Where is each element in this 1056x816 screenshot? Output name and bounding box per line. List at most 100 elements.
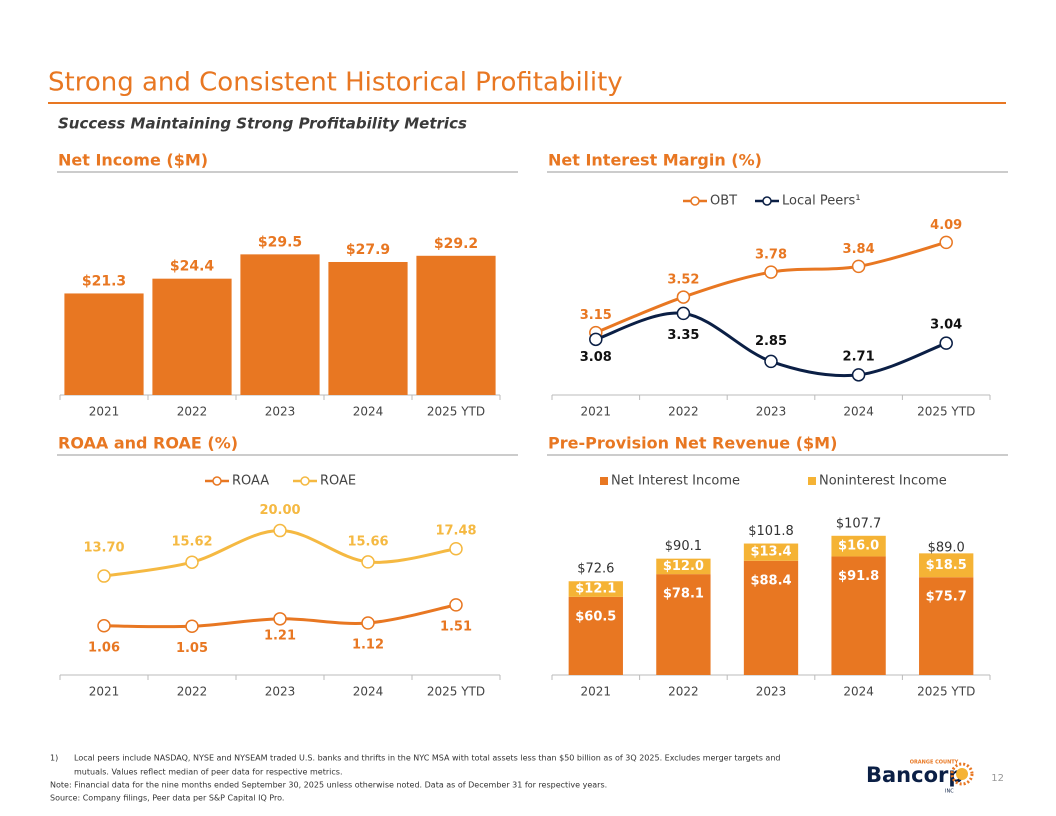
- x-tick-label: 2024: [843, 405, 874, 419]
- value-label: $16.0: [838, 539, 879, 554]
- value-label: 3.78: [755, 248, 787, 263]
- point: [676, 290, 691, 304]
- value-label: $29.2: [434, 236, 478, 252]
- logo-suffix: INC: [945, 789, 954, 795]
- point: [851, 259, 866, 274]
- bar: [152, 278, 232, 395]
- value-label: 3.04: [930, 318, 962, 333]
- value-label: 13.70: [83, 541, 124, 556]
- value-label: 3.15: [580, 308, 612, 323]
- value-label: 3.52: [667, 273, 699, 288]
- value-label: $91.8: [838, 569, 879, 584]
- total-label: $72.6: [577, 562, 614, 577]
- bar-segment: [743, 560, 799, 675]
- total-label: $101.8: [748, 524, 794, 539]
- logo-top: ORANGE COUNTY: [910, 760, 959, 766]
- chart-title: Net Income ($M): [58, 151, 208, 170]
- point: [97, 619, 111, 633]
- x-tick-label: 2025 YTD: [917, 685, 975, 699]
- bar-segment: [919, 553, 974, 578]
- value-label: $21.3: [82, 273, 126, 289]
- value-label: $29.5: [258, 234, 302, 250]
- value-label: $18.5: [926, 558, 967, 573]
- legend-label: Local Peers¹: [782, 194, 861, 209]
- legend-label: Net Interest Income: [611, 474, 740, 489]
- bar-segment: [831, 535, 886, 557]
- point: [273, 523, 287, 538]
- value-label: $13.4: [750, 545, 791, 560]
- value-label: 2.85: [755, 334, 787, 349]
- point: [185, 619, 199, 633]
- logo-sun: [956, 768, 968, 780]
- legend-label: OBT: [710, 194, 737, 209]
- slide-title: Strong and Consistent Historical Profita…: [48, 68, 623, 98]
- value-label: $78.1: [663, 587, 704, 602]
- x-tick-label: 2023: [756, 685, 787, 699]
- x-tick-label: 2022: [668, 405, 699, 419]
- value-label: 4.09: [930, 218, 962, 233]
- legend-label: ROAE: [320, 474, 356, 489]
- footnote: Note: Financial data for the nine months…: [50, 781, 607, 790]
- x-tick-label: 2022: [177, 405, 208, 419]
- x-tick-label: 2022: [177, 685, 208, 699]
- subtitle: Success Maintaining Strong Profitability…: [58, 115, 467, 133]
- bar: [416, 255, 496, 395]
- value-label: 1.12: [352, 638, 384, 653]
- x-tick-label: 2025 YTD: [427, 405, 485, 419]
- point: [764, 265, 778, 279]
- footnote: 1): [50, 754, 58, 763]
- point: [449, 542, 463, 556]
- x-tick-label: 2025 YTD: [427, 685, 485, 699]
- point: [939, 336, 953, 350]
- value-label: 15.66: [347, 534, 388, 549]
- point: [273, 612, 287, 626]
- point: [185, 555, 199, 569]
- total-label: $89.0: [928, 541, 965, 556]
- chart-title: ROAA and ROAE (%): [58, 434, 238, 453]
- point: [97, 569, 111, 583]
- logo: ORANGE COUNTY Bancorp INC: [866, 760, 974, 795]
- value-label: 1.21: [264, 628, 296, 643]
- x-tick-label: 2023: [265, 405, 296, 419]
- bar: [328, 261, 408, 395]
- value-label: $12.1: [575, 582, 616, 597]
- x-tick-label: 2024: [353, 685, 384, 699]
- value-label: 20.00: [259, 503, 300, 518]
- x-tick-label: 2023: [265, 685, 296, 699]
- point: [449, 598, 463, 612]
- legend-label: Noninterest Income: [819, 474, 947, 489]
- bar-segment: [568, 581, 623, 597]
- value-label: 1.06: [88, 640, 120, 655]
- legend-marker: [762, 196, 772, 206]
- value-label: 1.51: [440, 619, 472, 634]
- legend-swatch: [600, 477, 608, 485]
- line: [103, 529, 457, 578]
- bar-segment: [656, 558, 711, 575]
- page-number: 12: [991, 773, 1004, 784]
- legend-swatch: [808, 477, 816, 485]
- legend-marker: [690, 196, 700, 206]
- x-tick-label: 2021: [581, 685, 612, 699]
- point: [589, 332, 603, 347]
- x-tick-label: 2024: [353, 405, 384, 419]
- chart-title: Net Interest Margin (%): [548, 151, 762, 170]
- bar-segment: [743, 543, 799, 561]
- logo-rays: [950, 762, 974, 786]
- value-label: $27.9: [346, 242, 390, 258]
- legend-marker: [212, 476, 222, 486]
- x-tick-label: 2021: [89, 685, 120, 699]
- footnote: mutuals. Values reflect median of peer d…: [74, 768, 342, 777]
- bar: [64, 293, 144, 395]
- total-label: $90.1: [665, 539, 702, 554]
- value-label: 3.84: [843, 242, 875, 257]
- bar-segment: [656, 574, 711, 675]
- value-label: 1.05: [176, 641, 208, 656]
- value-label: 2.71: [843, 349, 875, 364]
- bar-segment: [831, 556, 886, 675]
- x-tick-label: 2022: [668, 685, 699, 699]
- legend-label: ROAA: [232, 474, 269, 489]
- value-label: 3.08: [580, 350, 612, 365]
- point: [764, 354, 778, 369]
- bar-segment: [568, 596, 623, 675]
